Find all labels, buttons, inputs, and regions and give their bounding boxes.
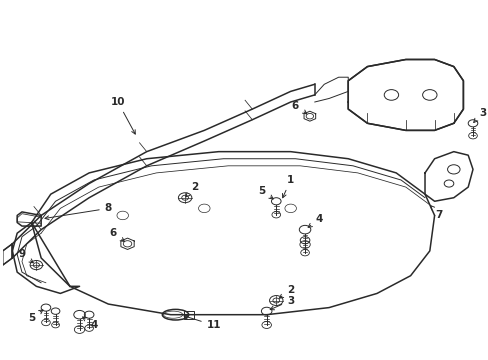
Text: 9: 9 xyxy=(19,249,33,263)
Text: 5: 5 xyxy=(258,186,273,199)
Text: 2: 2 xyxy=(279,285,294,298)
Text: 4: 4 xyxy=(307,214,323,227)
Text: 7: 7 xyxy=(429,206,442,220)
Text: 1: 1 xyxy=(282,175,294,198)
Text: 11: 11 xyxy=(183,315,221,330)
Text: 6: 6 xyxy=(109,228,124,242)
Text: 4: 4 xyxy=(82,317,98,330)
Text: 3: 3 xyxy=(270,296,294,310)
Text: 6: 6 xyxy=(291,100,306,114)
Text: 3: 3 xyxy=(473,108,485,122)
Text: 2: 2 xyxy=(185,182,198,197)
Text: 10: 10 xyxy=(110,97,135,134)
Text: 8: 8 xyxy=(45,203,112,220)
Text: 5: 5 xyxy=(28,310,43,323)
